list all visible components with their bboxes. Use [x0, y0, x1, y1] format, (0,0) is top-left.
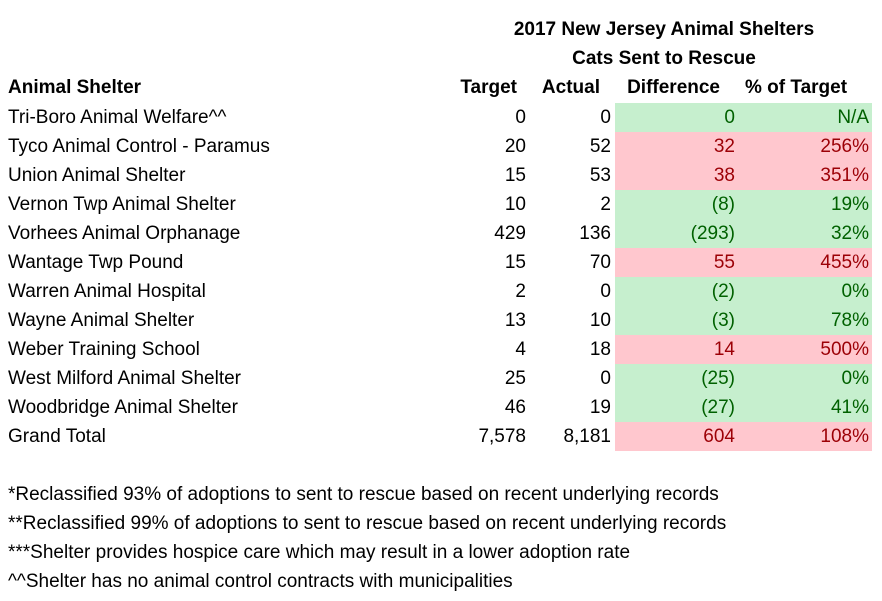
table-row-grand-total: Grand Total 7,578 8,181 604 108%	[8, 422, 872, 451]
col-header-target: Target	[460, 76, 517, 98]
cell-pct-of-target: 351%	[745, 161, 872, 190]
cell-actual: 19	[589, 396, 611, 418]
cell-actual: 0	[600, 106, 611, 128]
cell-difference: 55	[615, 248, 745, 277]
cell-difference: 604	[615, 422, 745, 451]
table-row: Wayne Animal Shelter 13 10 (3) 78%	[8, 306, 872, 335]
cell-actual: 52	[589, 135, 611, 157]
table-row: Woodbridge Animal Shelter 46 19 (27) 41%	[8, 393, 872, 422]
cell-shelter-name: Wayne Animal Shelter	[8, 309, 195, 331]
cell-actual: 53	[589, 164, 611, 186]
cell-pct-of-target: 256%	[745, 132, 872, 161]
cell-pct-of-target: 78%	[745, 306, 872, 335]
cell-shelter-name: Vernon Twp Animal Shelter	[8, 193, 236, 215]
cell-actual: 18	[589, 338, 611, 360]
cell-difference: 32	[615, 132, 745, 161]
cell-difference: (27)	[615, 393, 745, 422]
cell-target: 7,578	[478, 425, 526, 447]
footnotes: *Reclassified 93% of adoptions to sent t…	[8, 480, 878, 596]
cell-target: 46	[504, 396, 526, 418]
table-row: Warren Animal Hospital 2 0 (2) 0%	[8, 277, 872, 306]
col-header-animal-shelter: Animal Shelter	[8, 76, 142, 98]
report-title: 2017 New Jersey Animal Shelters Cats Sen…	[424, 15, 882, 73]
cell-difference: (25)	[615, 364, 745, 393]
cell-pct-of-target: 500%	[745, 335, 872, 364]
table-row: Union Animal Shelter 15 53 38 351%	[8, 161, 872, 190]
cell-actual: 70	[589, 251, 611, 273]
cell-target: 25	[504, 367, 526, 389]
table-row: Tyco Animal Control - Paramus 20 52 32 2…	[8, 132, 872, 161]
cell-difference: 0	[615, 103, 745, 132]
cell-target: 13	[504, 309, 526, 331]
cell-shelter-name: West Milford Animal Shelter	[8, 367, 242, 389]
table-row: Wantage Twp Pound 15 70 55 455%	[8, 248, 872, 277]
cell-actual: 8,181	[563, 425, 611, 447]
cell-shelter-name: Weber Training School	[8, 338, 200, 360]
footnote: *Reclassified 93% of adoptions to sent t…	[8, 484, 719, 505]
cell-shelter-name: Tyco Animal Control - Paramus	[8, 135, 270, 157]
cell-shelter-name: Warren Animal Hospital	[8, 280, 206, 302]
cell-difference: (3)	[615, 306, 745, 335]
col-header-difference: Difference	[627, 76, 720, 98]
table-row: Tri-Boro Animal Welfare^^ 0 0 0 N/A	[8, 103, 872, 132]
cell-actual: 136	[579, 222, 611, 244]
header-row: Animal Shelter Target Actual Difference …	[8, 72, 872, 103]
table-row: West Milford Animal Shelter 25 0 (25) 0%	[8, 364, 872, 393]
table-row: Weber Training School 4 18 14 500%	[8, 335, 872, 364]
cell-target: 2	[515, 280, 526, 302]
report-title-line2: Cats Sent to Rescue	[572, 48, 756, 69]
col-header-pct-of-target: % of Target	[745, 76, 848, 98]
cell-target: 20	[504, 135, 526, 157]
cell-shelter-name: Tri-Boro Animal Welfare^^	[8, 106, 227, 128]
cell-actual: 0	[600, 280, 611, 302]
col-header-actual: Actual	[541, 76, 600, 98]
cell-pct-of-target: N/A	[745, 103, 872, 132]
cell-target: 0	[515, 106, 526, 128]
cell-pct-of-target: 19%	[745, 190, 872, 219]
shelters-table: Animal Shelter Target Actual Difference …	[8, 72, 872, 451]
cell-difference: (8)	[615, 190, 745, 219]
cell-difference: (293)	[615, 219, 745, 248]
cell-actual: 10	[589, 309, 611, 331]
cell-difference: 14	[615, 335, 745, 364]
cell-actual: 0	[600, 367, 611, 389]
footnote: ***Shelter provides hospice care which m…	[8, 542, 631, 563]
cell-pct-of-target: 108%	[745, 422, 872, 451]
cell-pct-of-target: 32%	[745, 219, 872, 248]
cell-shelter-name: Woodbridge Animal Shelter	[8, 396, 238, 418]
cell-target: 429	[494, 222, 526, 244]
cell-target: 15	[504, 251, 526, 273]
footnote: **Reclassified 99% of adoptions to sent …	[8, 513, 727, 534]
cell-target: 15	[504, 164, 526, 186]
cell-pct-of-target: 41%	[745, 393, 872, 422]
cell-pct-of-target: 0%	[745, 277, 872, 306]
cell-difference: (2)	[615, 277, 745, 306]
cell-target: 4	[515, 338, 526, 360]
cell-shelter-name: Grand Total	[8, 425, 106, 447]
report-title-line1: 2017 New Jersey Animal Shelters	[513, 19, 815, 40]
cell-actual: 2	[600, 193, 611, 215]
table-row: Vernon Twp Animal Shelter 10 2 (8) 19%	[8, 190, 872, 219]
cell-shelter-name: Union Animal Shelter	[8, 164, 186, 186]
footnote: ^^Shelter has no animal control contract…	[8, 571, 513, 592]
table-row: Vorhees Animal Orphanage 429 136 (293) 3…	[8, 219, 872, 248]
cell-target: 10	[504, 193, 526, 215]
cell-pct-of-target: 455%	[745, 248, 872, 277]
cell-shelter-name: Wantage Twp Pound	[8, 251, 184, 273]
cell-pct-of-target: 0%	[745, 364, 872, 393]
cell-shelter-name: Vorhees Animal Orphanage	[8, 222, 241, 244]
cell-difference: 38	[615, 161, 745, 190]
